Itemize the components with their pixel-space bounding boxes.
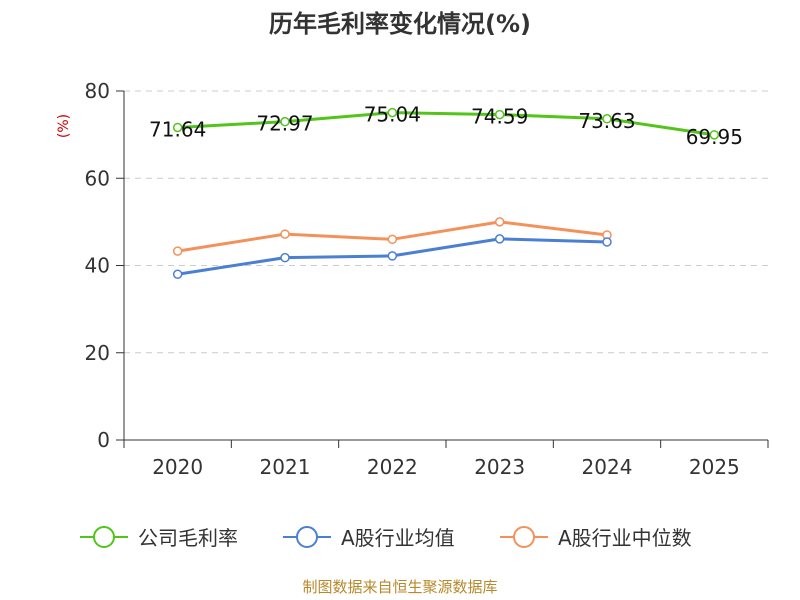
y-tick-label: 80	[85, 79, 110, 103]
y-axis-label: (%)	[56, 114, 72, 138]
data-label: 74.59	[471, 105, 528, 129]
data-point	[280, 252, 290, 263]
data-point	[387, 251, 398, 261]
data-point	[172, 122, 183, 133]
data-point	[172, 269, 183, 279]
data-point	[494, 217, 505, 227]
y-tick-label: 0	[97, 428, 110, 452]
y-tick-label: 40	[85, 254, 110, 278]
chart-title: 历年毛利率变化情况(%)	[269, 10, 531, 38]
x-tick-label: 2025	[689, 455, 740, 479]
y-tick-label: 60	[85, 166, 110, 190]
data-label: 75.04	[364, 103, 421, 127]
data-label: 71.64	[149, 117, 206, 141]
data-point	[387, 107, 398, 118]
x-tick-label: 2023	[474, 455, 525, 479]
legend-label[interactable]: A股行业中位数	[558, 526, 692, 550]
data-label: 72.97	[256, 112, 313, 136]
legend-label[interactable]: A股行业均值	[341, 526, 455, 550]
data-label: 69.95	[686, 125, 743, 149]
data-point	[602, 114, 612, 124]
data-point	[280, 229, 290, 239]
legend-marker[interactable]	[513, 526, 535, 548]
legend-marker[interactable]	[296, 526, 318, 548]
data-source-note: 制图数据来自恒生聚源数据库	[302, 578, 497, 596]
series-line	[177, 111, 715, 137]
data-point	[494, 109, 505, 120]
data-point	[602, 237, 612, 247]
data-point	[280, 116, 290, 127]
x-tick-label: 2022	[367, 455, 418, 479]
legend-label[interactable]: 公司毛利率	[138, 526, 238, 550]
x-tick-label: 2021	[260, 455, 311, 479]
data-point	[709, 130, 720, 140]
data-point	[172, 246, 183, 256]
x-tick-label: 2024	[582, 455, 633, 479]
x-tick-label: 2020	[152, 455, 203, 479]
data-point	[387, 234, 398, 245]
data-label: 73.63	[578, 109, 635, 133]
legend-marker[interactable]	[93, 526, 115, 548]
data-point	[494, 234, 505, 244]
y-tick-label: 20	[85, 341, 110, 365]
